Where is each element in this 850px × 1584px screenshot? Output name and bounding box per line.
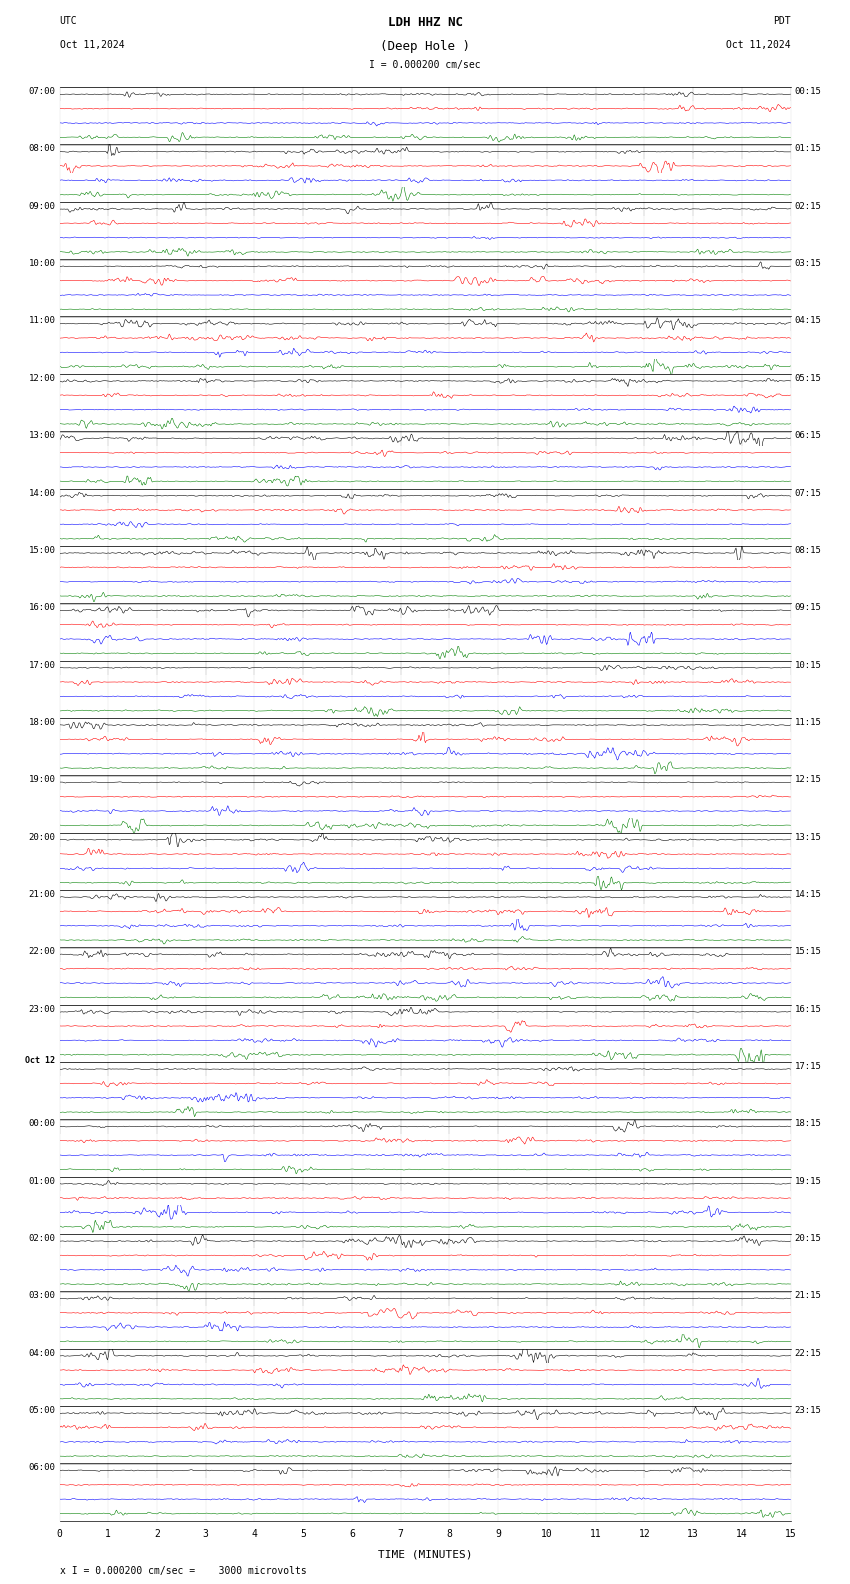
Text: 04:00: 04:00 [28, 1348, 55, 1357]
Text: 4: 4 [252, 1529, 258, 1538]
Text: 3: 3 [203, 1529, 208, 1538]
Text: 19:00: 19:00 [28, 775, 55, 784]
Text: 03:00: 03:00 [28, 1291, 55, 1300]
Text: 9: 9 [496, 1529, 501, 1538]
Text: 08:00: 08:00 [28, 144, 55, 154]
Text: 04:15: 04:15 [795, 317, 822, 325]
Text: 02:15: 02:15 [795, 201, 822, 211]
Text: I = 0.000200 cm/sec: I = 0.000200 cm/sec [369, 60, 481, 70]
Text: 20:15: 20:15 [795, 1234, 822, 1243]
Text: TIME (MINUTES): TIME (MINUTES) [377, 1549, 473, 1559]
Text: x I = 0.000200 cm/sec =    3000 microvolts: x I = 0.000200 cm/sec = 3000 microvolts [60, 1567, 306, 1576]
Text: 2: 2 [154, 1529, 160, 1538]
Text: 5: 5 [300, 1529, 306, 1538]
Text: 21:15: 21:15 [795, 1291, 822, 1300]
Text: Oct 11,2024: Oct 11,2024 [726, 40, 790, 49]
Text: 14:00: 14:00 [28, 488, 55, 497]
Text: 05:15: 05:15 [795, 374, 822, 383]
Text: 07:15: 07:15 [795, 488, 822, 497]
Text: 19:15: 19:15 [795, 1177, 822, 1185]
Text: 05:00: 05:00 [28, 1407, 55, 1415]
Text: PDT: PDT [773, 16, 790, 25]
Text: LDH HHZ NC: LDH HHZ NC [388, 16, 462, 29]
Text: 17:00: 17:00 [28, 661, 55, 670]
Text: 11:15: 11:15 [795, 718, 822, 727]
Text: 18:15: 18:15 [795, 1120, 822, 1128]
Text: 06:00: 06:00 [28, 1464, 55, 1472]
Text: 12: 12 [638, 1529, 650, 1538]
Text: 23:15: 23:15 [795, 1407, 822, 1415]
Text: 13:00: 13:00 [28, 431, 55, 440]
Text: 03:15: 03:15 [795, 260, 822, 268]
Text: 10:00: 10:00 [28, 260, 55, 268]
Text: 15:00: 15:00 [28, 546, 55, 554]
Text: 1: 1 [105, 1529, 111, 1538]
Text: 21:00: 21:00 [28, 890, 55, 898]
Text: 00:15: 00:15 [795, 87, 822, 97]
Text: 15: 15 [785, 1529, 796, 1538]
Text: 11:00: 11:00 [28, 317, 55, 325]
Text: 20:00: 20:00 [28, 833, 55, 841]
Text: (Deep Hole ): (Deep Hole ) [380, 40, 470, 52]
Text: 12:15: 12:15 [795, 775, 822, 784]
Text: 02:00: 02:00 [28, 1234, 55, 1243]
Text: 08:15: 08:15 [795, 546, 822, 554]
Text: 22:15: 22:15 [795, 1348, 822, 1357]
Text: 17:15: 17:15 [795, 1061, 822, 1071]
Text: 11: 11 [590, 1529, 602, 1538]
Text: 10:15: 10:15 [795, 661, 822, 670]
Text: 16:15: 16:15 [795, 1004, 822, 1014]
Text: 22:00: 22:00 [28, 947, 55, 957]
Text: 13:15: 13:15 [795, 833, 822, 841]
Text: 0: 0 [57, 1529, 62, 1538]
Text: 12:00: 12:00 [28, 374, 55, 383]
Text: 14:15: 14:15 [795, 890, 822, 898]
Text: 00:00: 00:00 [28, 1120, 55, 1128]
Text: 6: 6 [349, 1529, 354, 1538]
Text: 16:00: 16:00 [28, 604, 55, 611]
Text: 18:00: 18:00 [28, 718, 55, 727]
Text: 07:00: 07:00 [28, 87, 55, 97]
Text: 14: 14 [736, 1529, 748, 1538]
Text: 09:15: 09:15 [795, 604, 822, 611]
Text: 15:15: 15:15 [795, 947, 822, 957]
Text: 8: 8 [446, 1529, 452, 1538]
Text: 7: 7 [398, 1529, 404, 1538]
Text: UTC: UTC [60, 16, 77, 25]
Text: 10: 10 [541, 1529, 552, 1538]
Text: 06:15: 06:15 [795, 431, 822, 440]
Text: 13: 13 [687, 1529, 699, 1538]
Text: Oct 12: Oct 12 [26, 1057, 55, 1064]
Text: 09:00: 09:00 [28, 201, 55, 211]
Text: Oct 11,2024: Oct 11,2024 [60, 40, 124, 49]
Text: 01:00: 01:00 [28, 1177, 55, 1185]
Text: 23:00: 23:00 [28, 1004, 55, 1014]
Text: 01:15: 01:15 [795, 144, 822, 154]
